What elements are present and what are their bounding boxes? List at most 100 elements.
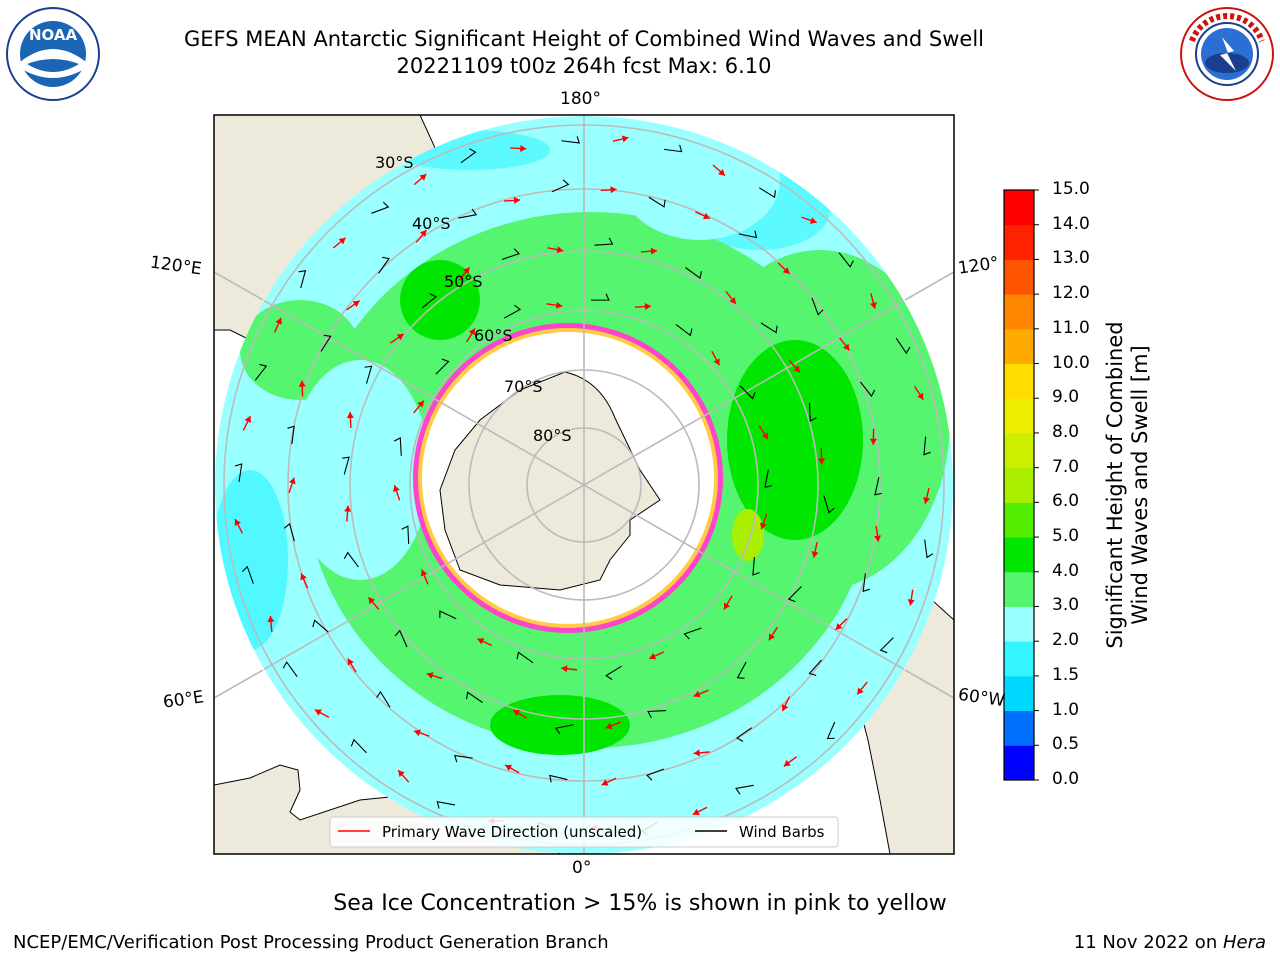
wind-barb (787, 586, 802, 603)
wind-barb (923, 436, 931, 456)
wave-arrow-head (275, 317, 282, 325)
wind-barb (401, 525, 410, 545)
wind-barb (343, 551, 359, 568)
colorbar-tick-label: 13.0 (1052, 248, 1090, 269)
wind-barb (590, 293, 610, 301)
chart-title: GEFS MEAN Antarctic Significant Height o… (183, 27, 985, 51)
wind-barb (808, 402, 817, 422)
wave-arrow-head (346, 411, 354, 419)
colorbar-tick-label: 10.0 (1052, 352, 1090, 373)
wind-barb (454, 754, 473, 763)
wave-arrow-head (693, 749, 700, 757)
date-text: 11 Nov 2022 on (1073, 932, 1223, 953)
wind-barb (282, 661, 298, 678)
chart-subtitle: 20221109 t00z 264h fcst Max: 6.10 (396, 54, 772, 78)
wave-arrow-head (414, 729, 421, 737)
wind-barb (501, 248, 520, 260)
colorbar (1003, 189, 1039, 781)
lat-label-70s: 70°S (504, 377, 543, 396)
wave-arrow-head (505, 764, 513, 772)
wave-arrow-head (463, 267, 470, 275)
noaa-logo-text: NOAA (29, 26, 78, 44)
wave-arrow-head (835, 623, 843, 630)
wave-arrow-head (781, 704, 789, 712)
wave-arrow-head (869, 438, 877, 445)
wind-barb (503, 304, 522, 319)
wave-arrow-head (713, 358, 720, 366)
colorbar-tick-label: 2.0 (1052, 630, 1080, 651)
wind-barb (549, 774, 568, 783)
wave-arrow-head (513, 196, 521, 204)
legend-wave-label: Primary Wave Direction (unscaled) (382, 823, 642, 841)
nws-logo-icon (1180, 7, 1274, 101)
wave-arrow-head (396, 333, 404, 341)
wave-arrow-head (368, 597, 375, 605)
wind-barb (551, 179, 570, 193)
wind-barb (811, 297, 824, 316)
wind-barb (561, 136, 581, 144)
wind-barb (594, 237, 614, 246)
wave-arrow-head (857, 687, 864, 695)
wave-arrow-head (244, 416, 251, 424)
wave-arrow-head (729, 297, 736, 304)
colorbar-tick-label: 4.0 (1052, 560, 1080, 581)
colorbar-tick-label: 0.0 (1052, 769, 1080, 789)
wave-arrow-head (267, 615, 275, 623)
wind-barb (735, 784, 754, 795)
map-frame (213, 114, 955, 855)
wind-barb (320, 334, 332, 352)
wind-barb (879, 637, 894, 654)
colorbar-tick-label: 5.0 (1052, 526, 1080, 547)
wind-barb (685, 267, 702, 280)
wind-barb (312, 619, 329, 633)
colorbar-segment (1004, 641, 1034, 677)
wave-arrow-head (818, 458, 826, 465)
wind-barb (364, 365, 373, 384)
colorbar-segment (1004, 571, 1034, 607)
wave-arrow-head (809, 217, 817, 224)
lon-label-0: 0° (572, 858, 592, 878)
wind-barb (350, 738, 367, 754)
wind-barb (924, 539, 934, 559)
wind-barb (516, 651, 534, 664)
wind-barb (439, 610, 457, 620)
wind-barb (394, 629, 408, 648)
wave-arrow-head (419, 174, 427, 181)
lat-label-50s: 50°S (444, 272, 483, 291)
wave-arrow-head (393, 485, 400, 493)
colorbar-segment (1004, 328, 1034, 365)
colorbar-segment (1004, 502, 1034, 538)
colorbar-tick-label: 0.5 (1052, 734, 1080, 755)
wave-arrow-head (723, 602, 731, 610)
wave-arrow-head (555, 301, 563, 309)
wind-barb (371, 201, 390, 214)
colorbar-segment (1004, 398, 1034, 434)
colorbar-segment (1004, 745, 1034, 781)
lat-label-80s: 80°S (533, 426, 572, 445)
wave-arrow-head (907, 599, 915, 606)
wave-arrow-head (314, 709, 322, 716)
wind-barb (554, 724, 574, 735)
wind-barb (646, 768, 665, 781)
wind-barb (283, 522, 295, 542)
wind-barb (254, 363, 268, 381)
wind-barb (862, 573, 870, 593)
colorbar-tick-label: 6.0 (1052, 491, 1080, 512)
noaa-logo-icon: NOAA (6, 7, 100, 101)
colorbar-tick-label: 7.0 (1052, 456, 1080, 477)
colorbar-segment (1004, 710, 1034, 746)
wave-arrow-head (923, 497, 931, 504)
colorbar-segment (1004, 537, 1034, 573)
wave-arrow-head (768, 633, 776, 641)
wind-barb (895, 337, 911, 355)
colorbar-segment (1004, 432, 1034, 469)
wave-arrow-head (338, 237, 346, 245)
wave-arrow-head (513, 710, 521, 717)
wave-arrow-head (843, 343, 850, 351)
colorbar-tick-label: 11.0 (1052, 317, 1090, 338)
wave-arrow-head (344, 505, 352, 512)
credit-text: NCEP/EMC/Verification Post Processing Pr… (13, 932, 609, 953)
wind-barb (647, 709, 667, 718)
colorbar-title-line1: Significant Height of Combined (1103, 321, 1127, 649)
wind-barb (808, 659, 822, 677)
